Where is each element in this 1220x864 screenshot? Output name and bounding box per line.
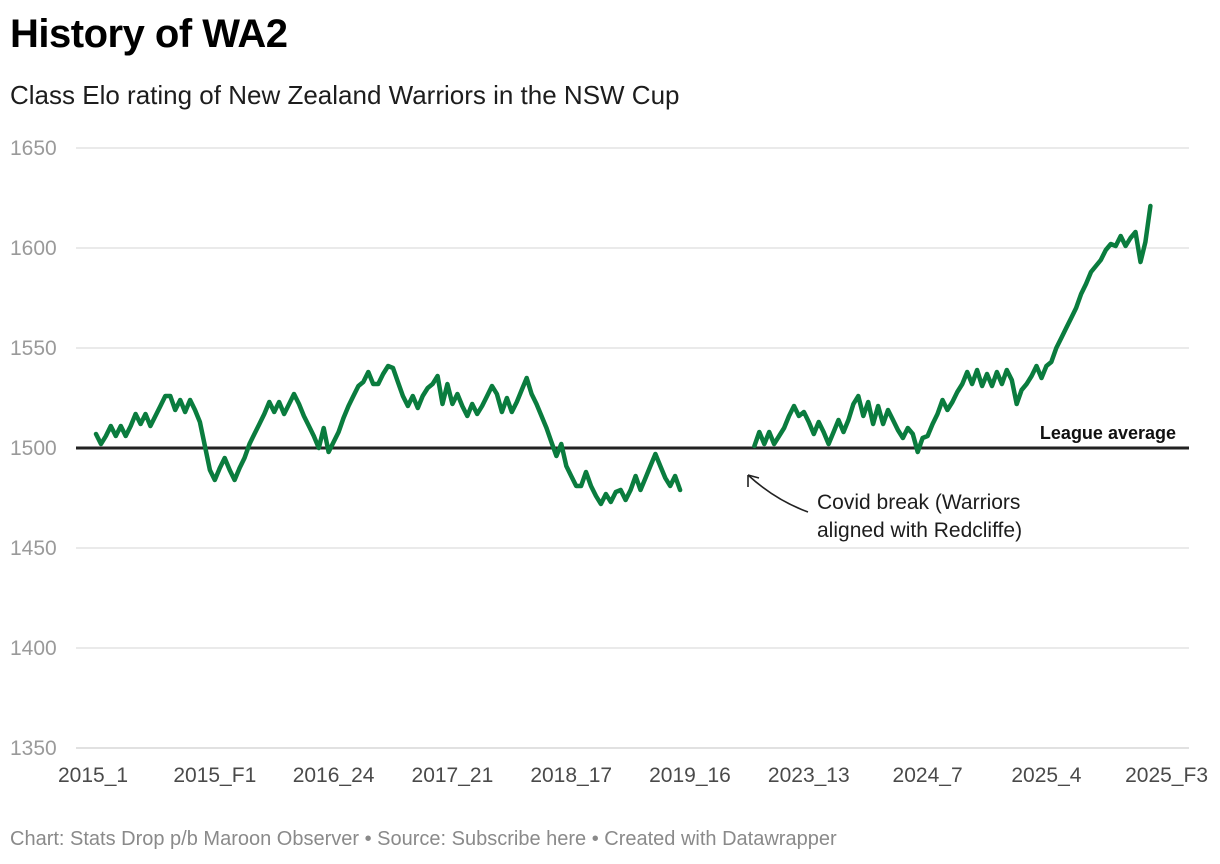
y-tick-label: 1450 [10, 537, 57, 560]
x-tick-label: 2025_4 [1011, 764, 1081, 787]
y-axis-ticks: 1350 1400 1450 1500 1550 1600 1650 [10, 137, 57, 760]
annotation-text-line2: aligned with Redcliffe) [817, 519, 1022, 542]
x-axis-ticks: 2015_1 2015_F1 2016_24 2017_21 2018_17 2019_1… [58, 764, 1208, 787]
y-tick-label: 1550 [10, 337, 57, 360]
reference-line-group: League average [76, 423, 1189, 450]
x-tick-label: 2023_13 [768, 764, 850, 787]
x-tick-label: 2024_7 [893, 764, 963, 787]
series-line-segment-1 [93, 363, 683, 507]
annotation-group: Covid break (Warriors aligned with Redcl… [747, 474, 1022, 542]
x-tick-label: 2017_21 [412, 764, 494, 787]
y-tick-label: 1500 [10, 437, 57, 460]
annotation-arrowhead [747, 474, 760, 487]
annotation-text-line1: Covid break (Warriors [817, 491, 1020, 514]
series-line-segment-2 [752, 203, 1153, 455]
series-lines [93, 203, 1153, 507]
chart-title: History of WA2 [10, 12, 288, 56]
x-tick-label: 2016_24 [293, 764, 375, 787]
chart-subtitle: Class Elo rating of New Zealand Warriors… [10, 80, 680, 110]
x-tick-label: 2015_F1 [173, 764, 256, 787]
x-tick-label: 2025_F3 [1125, 764, 1208, 787]
y-tick-label: 1400 [10, 637, 57, 660]
gridlines [76, 147, 1189, 749]
annotation-arrow [747, 474, 809, 513]
reference-line-label: League average [1040, 423, 1176, 443]
x-tick-label: 2018_17 [530, 764, 612, 787]
y-tick-label: 1350 [10, 737, 57, 760]
line-chart: 1350 1400 1450 1500 1550 1600 1650 League aver… [10, 137, 1208, 787]
x-tick-label: 2015_1 [58, 764, 128, 787]
y-tick-label: 1650 [10, 137, 57, 160]
x-tick-label: 2019_16 [649, 764, 731, 787]
chart-footer: Chart: Stats Drop p/b Maroon Observer • … [10, 828, 837, 850]
y-tick-label: 1600 [10, 237, 57, 260]
